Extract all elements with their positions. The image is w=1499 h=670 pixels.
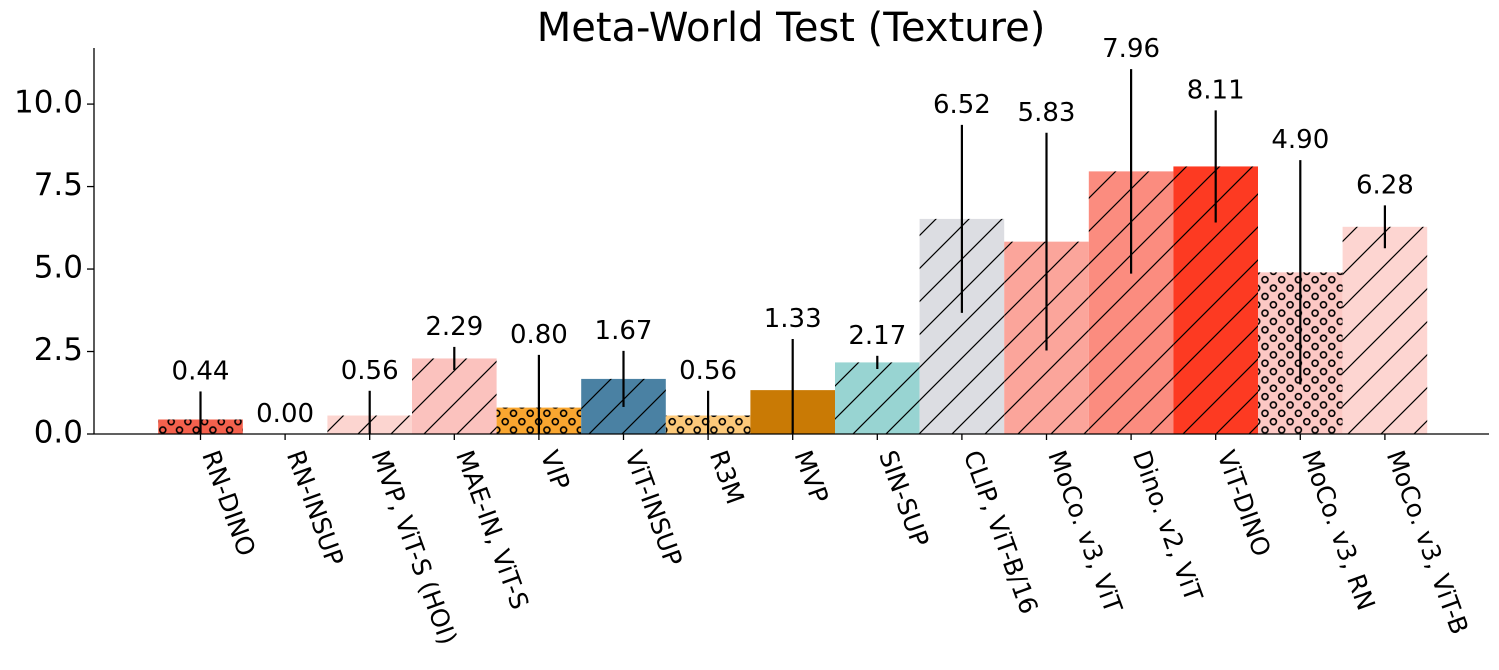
data-label-12: 8.11 [1187, 75, 1245, 105]
y-tick-label-3: 7.5 [34, 167, 83, 203]
x-tick-label-3: MAE-IN, ViT-S [450, 447, 534, 614]
data-label-11: 7.96 [1102, 34, 1160, 64]
data-label-6: 0.56 [679, 356, 737, 386]
y-tick-label-4: 10.0 [14, 85, 83, 121]
data-label-2: 0.56 [341, 356, 399, 386]
x-tick-label-1: RN-INSUP [281, 447, 349, 570]
x-tick-label-13: MoCo. v3, RN [1296, 447, 1381, 615]
bar-hatch-8 [835, 362, 920, 434]
data-label-0: 0.44 [172, 356, 230, 386]
data-label-9: 6.52 [933, 90, 991, 120]
data-label-3: 2.29 [425, 312, 483, 342]
x-tick-label-8: SIN-SUP [873, 447, 935, 551]
x-tick-label-10: MoCo. v3, ViT [1042, 447, 1128, 618]
y-tick-label-0: 0.0 [34, 415, 83, 451]
bar-hatch-14 [1342, 226, 1428, 434]
data-label-4: 0.80 [510, 320, 568, 350]
x-tick-label-0: RN-DINO [196, 447, 261, 560]
x-tick-label-6: R3M [704, 447, 750, 508]
x-tick-label-9: CLIP, ViT-B/16 [958, 447, 1044, 618]
x-tick-label-14: MoCo. v3, ViT-B [1381, 447, 1474, 639]
y-tick-label-2: 5.0 [34, 250, 83, 286]
data-label-1: 0.00 [256, 399, 314, 429]
bars-layer [158, 69, 1428, 434]
data-label-13: 4.90 [1271, 125, 1329, 155]
x-tick-label-2: MVP, ViT-S (HOI) [365, 447, 462, 649]
bar-hatch-3 [412, 358, 497, 434]
data-label-7: 1.33 [764, 304, 822, 334]
chart-title: Meta-World Test (Texture) [537, 5, 1046, 51]
x-tick-label-12: ViT-DINO [1211, 447, 1276, 561]
x-tick-label-5: ViT-INSUP [619, 447, 688, 570]
y-tick-label-1: 2.5 [34, 332, 83, 368]
data-label-10: 5.83 [1018, 98, 1076, 128]
data-label-8: 2.17 [848, 321, 906, 351]
x-tick-label-4: VIP [535, 447, 576, 494]
data-label-5: 1.67 [595, 316, 653, 346]
data-label-14: 6.28 [1356, 170, 1414, 200]
axes-layer: 0.0 2.5 5.0 7.5 10.0 [14, 48, 1489, 451]
x-tick-label-7: MVP [788, 447, 834, 507]
x-tick-label-11: Dino. v2, ViT [1127, 447, 1209, 606]
